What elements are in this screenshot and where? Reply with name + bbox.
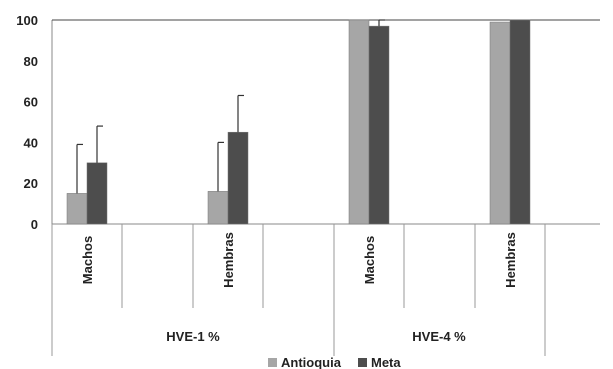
bars-layer xyxy=(66,19,531,225)
category-label: Machos xyxy=(362,236,377,284)
y-tick-label: 80 xyxy=(24,54,38,69)
bar-antioquia-1 xyxy=(207,191,229,225)
legend-swatch-meta xyxy=(358,358,367,367)
category-label: Hembras xyxy=(221,232,236,288)
legend-label-meta: Meta xyxy=(371,355,401,369)
bar-antioquia-2 xyxy=(348,19,370,225)
category-label: Machos xyxy=(80,236,95,284)
category-label: Hembras xyxy=(503,232,518,288)
group-label: HVE-1 % xyxy=(166,329,220,344)
category-axis-table: Machos Hembras Machos Hembras HVE-1 % HVE-4 % xyxy=(51,224,546,356)
bar-meta-3 xyxy=(509,19,531,225)
bar-meta-1 xyxy=(227,131,249,225)
legend: Antioquia Meta xyxy=(268,355,401,369)
legend-label-antioquia: Antioquia xyxy=(281,355,342,369)
y-tick-labels: 0 20 40 60 80 100 xyxy=(16,13,38,232)
bar-antioquia-3 xyxy=(489,21,511,225)
bar-antioquia-0 xyxy=(66,193,88,225)
error-bars-layer xyxy=(76,19,385,194)
y-tick-label: 100 xyxy=(16,13,38,28)
y-tick-label: 60 xyxy=(24,95,38,110)
legend-swatch-antioquia xyxy=(268,358,277,367)
y-tick-label: 40 xyxy=(24,135,38,150)
y-tick-label: 0 xyxy=(31,217,38,232)
bar-meta-0 xyxy=(86,162,108,225)
group-label: HVE-4 % xyxy=(412,329,466,344)
y-tick-label: 20 xyxy=(24,176,38,191)
bar-meta-2 xyxy=(368,25,390,225)
